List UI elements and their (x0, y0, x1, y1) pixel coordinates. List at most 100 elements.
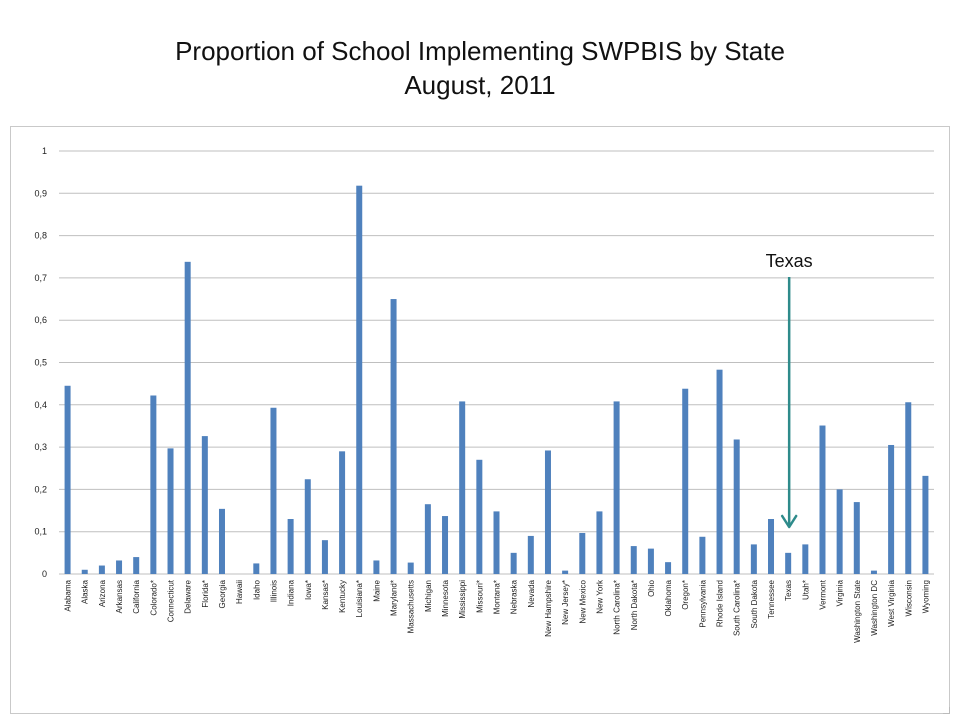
bar-chart: 00,10,20,30,40,50,60,70,80,91 Alabama Ala… (34, 146, 934, 643)
x-tick-label: Mississippi (458, 580, 467, 619)
bar-west-virginia (888, 444, 895, 574)
x-tick-label: Louisiana* (355, 580, 364, 617)
slide-title: Proportion of School Implementing SWPBIS… (0, 34, 960, 102)
bar-iowa (304, 479, 311, 574)
bar-virginia (836, 489, 843, 574)
bar-florida (201, 436, 208, 574)
x-tick-label: South Dakota (750, 579, 759, 628)
x-tick-label: Hawaii (235, 580, 244, 604)
y-tick-label: 0,3 (34, 442, 47, 452)
x-tick-label: Connecticut (167, 579, 176, 622)
bar-arizona (98, 565, 105, 574)
x-tick-label: New York (595, 579, 604, 614)
bar-missouri (476, 459, 483, 574)
bar-illinois (270, 407, 277, 574)
bar-washington-dc (870, 570, 877, 574)
x-tick-label: Missouri* (475, 580, 484, 613)
x-tick-label: Oregon* (681, 580, 690, 610)
x-tick-label: Michigan (424, 580, 433, 612)
bar-south-carolina (733, 439, 740, 574)
bar-alabama (64, 385, 71, 574)
x-tick-label: Minnesota (441, 579, 450, 616)
bar-rhode-island (716, 369, 723, 574)
x-tick-label: Indiana (287, 579, 296, 606)
bar-minnesota (442, 516, 449, 574)
y-tick-label: 0,6 (34, 315, 47, 325)
x-tick-label: Iowa* (304, 580, 313, 600)
bar-wisconsin (905, 402, 912, 574)
x-tick-label: Kentucky (338, 580, 347, 613)
chart-area: 0 0,1 0,2 0,3 0,4 0,5 0,6 0,7 0,8 0,9 1 Alabama Ala… (10, 126, 950, 714)
x-tick-label: Washington DC (870, 580, 879, 636)
x-tick-label: Wyoming (921, 580, 930, 613)
x-tick-label: Kansas* (321, 580, 330, 610)
x-tick-label: Georgia (218, 579, 227, 608)
x-tick-label: Maryland* (390, 580, 399, 616)
annotation-label: Texas (766, 251, 813, 271)
y-tick-label: 0,4 (34, 400, 47, 410)
bar-washington-state (853, 502, 860, 574)
x-tick-label: Oklahoma (664, 579, 673, 616)
x-tick-label: Utah* (801, 580, 810, 600)
x-tick-label: Alabama (64, 579, 73, 611)
bar-nevada (527, 535, 534, 574)
bar-montana (493, 511, 500, 574)
x-tick-label: North Carolina* (613, 580, 622, 635)
bar-ohio (647, 548, 654, 574)
arrow-head (780, 514, 798, 529)
bar-pennsylvania (699, 536, 706, 574)
bar-wyoming (922, 475, 929, 574)
bar-new-hampshire (544, 450, 551, 574)
bar-alaska (81, 569, 88, 574)
bar-tennessee (768, 519, 775, 574)
bar-idaho (253, 563, 260, 574)
x-tick-label: Nevada (527, 579, 536, 607)
bar-new-mexico (579, 532, 586, 574)
x-tick-label: New Jersey* (561, 580, 570, 625)
x-tick-label: Maine (372, 579, 381, 601)
x-tick-label: Arizona (98, 579, 107, 607)
y-tick-label: 0,7 (34, 273, 47, 283)
bar-michigan (424, 504, 431, 574)
bar-north-carolina (613, 401, 620, 574)
y-tick-label: 0,9 (34, 188, 47, 198)
texas-annotation: Texas (766, 251, 813, 529)
bar-colorado (150, 395, 157, 574)
bar-arkansas (116, 560, 123, 574)
bar-oklahoma (665, 562, 672, 574)
title-line-2: August, 2011 (404, 70, 556, 100)
x-tick-label: Vermont (818, 579, 827, 610)
x-tick-label: Massachusetts (407, 580, 416, 633)
x-tick-label: Rhode Island (716, 580, 725, 627)
bar-nebraska (510, 552, 517, 574)
x-tick-label: North Dakota* (630, 580, 639, 630)
x-tick-label: South Carolina* (733, 580, 742, 636)
y-tick-label: 0,8 (34, 231, 47, 241)
x-tick-label: Virginia (836, 579, 845, 606)
bar-california (133, 557, 140, 574)
bar-kentucky (339, 451, 346, 574)
bar-massachusetts (407, 562, 414, 574)
y-tick-label: 0 (42, 569, 47, 579)
x-tick-label: Nebraska (510, 579, 519, 614)
x-tick-label: Montana* (493, 580, 502, 614)
bar-georgia (218, 508, 225, 574)
bar-kansas (321, 540, 328, 574)
title-line-1: Proportion of School Implementing SWPBIS… (175, 36, 785, 66)
x-tick-label: Illinois (269, 580, 278, 602)
y-tick-label: 1 (42, 146, 47, 156)
x-tick-label: Florida* (201, 580, 210, 608)
y-tick-label: 0,1 (34, 527, 47, 537)
x-tick-label: Alaska (81, 579, 90, 604)
y-tick-label: 0,2 (34, 484, 47, 494)
y-axis-ticks: 0 0,1 0,2 0,3 0,4 0,5 0,6 0,7 0,8 0,9 1 (34, 146, 47, 579)
bar-new-jersey (562, 570, 569, 574)
bar-north-dakota (630, 546, 637, 574)
x-tick-label: Delaware (184, 579, 193, 613)
bars (64, 185, 929, 574)
bar-mississippi (459, 401, 466, 574)
bar-utah (802, 544, 809, 574)
x-tick-label: Ohio (647, 579, 656, 596)
bar-oregon (682, 388, 689, 574)
bar-vermont (819, 425, 826, 574)
